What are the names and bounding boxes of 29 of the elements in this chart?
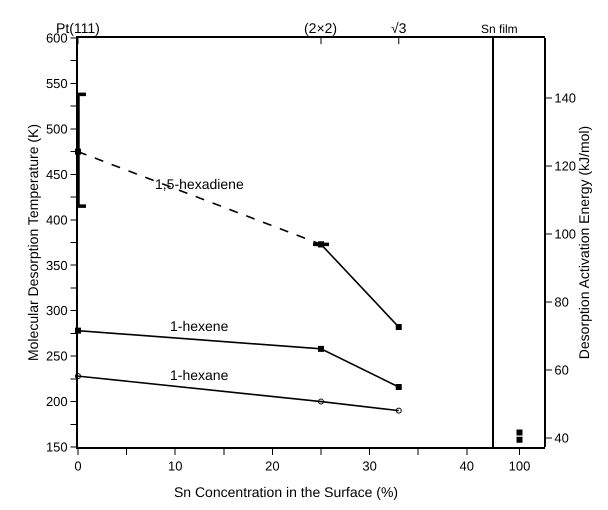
x-tick-label: 40: [460, 458, 474, 474]
annotation: √3: [391, 20, 407, 36]
annotation: (2×2): [304, 20, 338, 36]
y-tick-label: 550: [46, 76, 68, 91]
y2-tick-label: 80: [554, 294, 569, 310]
x-tick-label: 10: [168, 458, 182, 474]
series-label: 1-hexane: [170, 367, 229, 383]
x-tick-label: 100: [508, 458, 530, 474]
y-tick-label: 350: [46, 258, 68, 273]
text: Sn film: [481, 22, 518, 36]
y2-tick-label: 100: [554, 226, 576, 242]
y-tick-label: 250: [46, 348, 68, 364]
x-tick-label: 30: [362, 458, 377, 474]
y-tick-label: 300: [46, 303, 68, 318]
y-tick-label: 150: [46, 440, 68, 455]
x-tick-label: 0: [74, 458, 82, 474]
y2-tick-label: 140: [554, 90, 576, 106]
x-axis-title: Sn Concentration in the Surface (%): [174, 484, 398, 500]
y-tick-label: 450: [46, 166, 68, 182]
y-tick-label: 400: [46, 212, 68, 228]
series-label: 1-hexene: [170, 318, 229, 334]
y2-axis-title: Desorption Activation Energy (kJ/mol): [576, 126, 592, 360]
y-tick-label: 500: [46, 121, 68, 136]
y-tick-label: 200: [46, 394, 68, 410]
y-axis-title: Molecular Desorption Temperature (K): [25, 124, 42, 362]
y2-tick-label: 60: [554, 362, 569, 378]
y2-tick-label: 120: [554, 158, 576, 174]
y2-tick-label: 40: [554, 430, 569, 446]
x-tick-label: 20: [265, 458, 280, 474]
